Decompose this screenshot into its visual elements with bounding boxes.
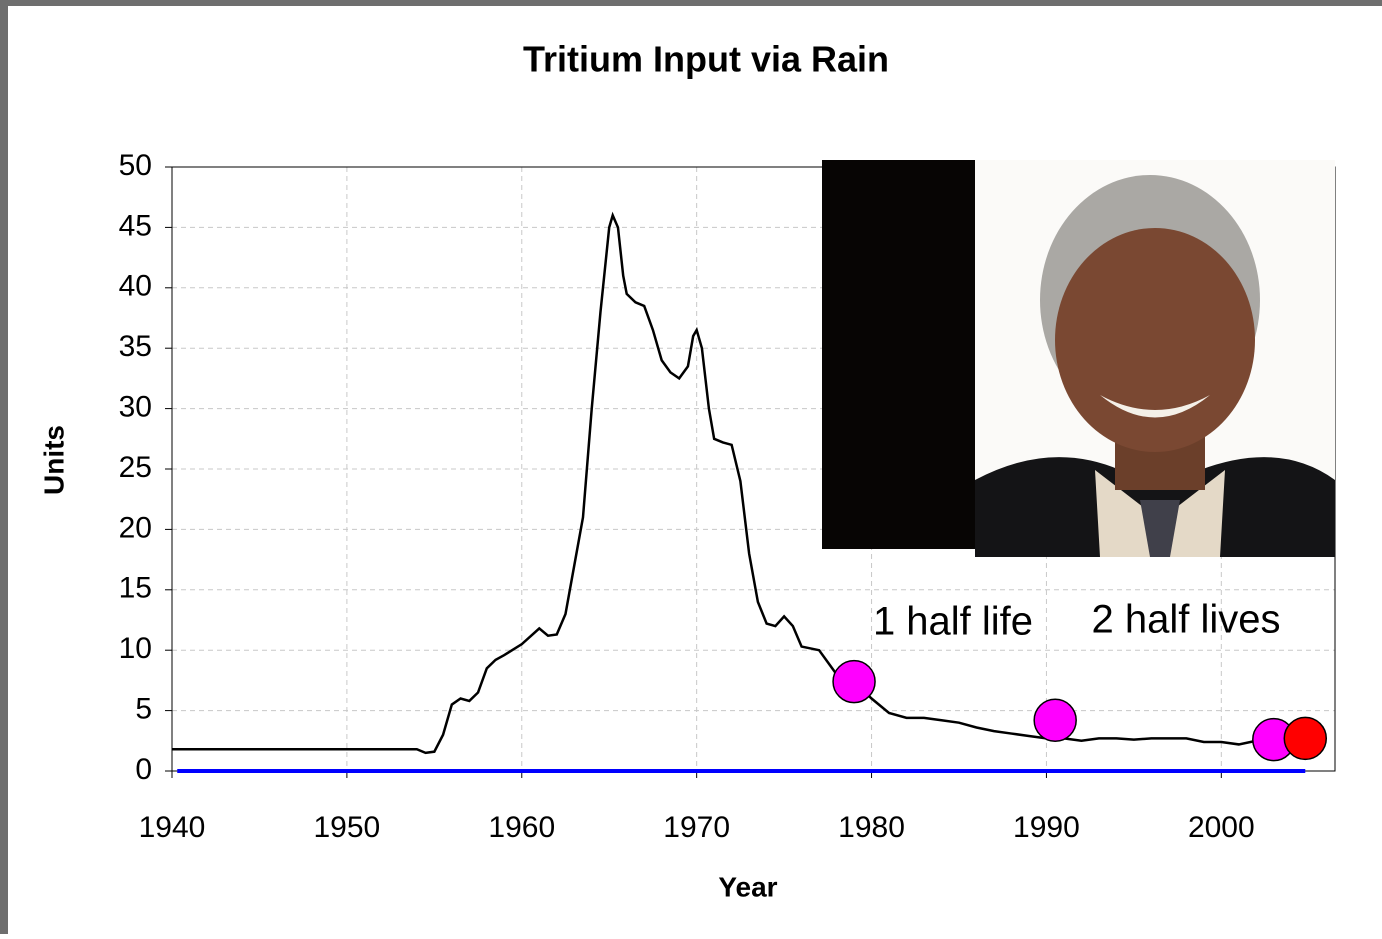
y-tick-label: 5: [135, 693, 152, 726]
photo: [822, 160, 1335, 557]
page: {"chart_data":{"type":"line","title":"Tr…: [0, 0, 1382, 934]
frame-top: [0, 0, 1382, 6]
y-tick-label: 35: [119, 330, 152, 363]
y-tick-label: 50: [119, 149, 152, 182]
data-point: [1284, 717, 1326, 759]
y-tick-label: 20: [119, 511, 152, 544]
chart-title: Tritium Input via Rain: [523, 39, 889, 80]
y-tick-label: 45: [119, 209, 152, 242]
x-tick-label: 1940: [139, 811, 206, 844]
annotation: 1 half life: [873, 600, 1033, 644]
x-tick-label: 2000: [1188, 811, 1255, 844]
y-axis-label: Units: [38, 425, 69, 495]
y-tick-label: 25: [119, 451, 152, 484]
x-tick-label: 1950: [314, 811, 381, 844]
chart: Tritium Input via Rain Year Units 0 5 10 15…: [0, 0, 1382, 934]
y-tick-label: 10: [119, 632, 152, 665]
y-tick-label: 40: [119, 270, 152, 303]
photo-face: [1055, 228, 1255, 452]
data-point: [1034, 699, 1076, 741]
frame-left: [0, 0, 8, 934]
y-tick-label: 0: [135, 753, 152, 786]
x-axis-label: Year: [718, 871, 777, 902]
x-tick-label: 1980: [838, 811, 905, 844]
annotation: 2 half lives: [1092, 598, 1281, 642]
data-point: [833, 661, 875, 703]
x-tick-label: 1960: [488, 811, 555, 844]
x-tick-label: 1990: [1013, 811, 1080, 844]
y-tick-label: 15: [119, 572, 152, 605]
x-tick-label: 1970: [663, 811, 730, 844]
photo-dark: [822, 160, 975, 549]
y-tick-label: 30: [119, 391, 152, 424]
